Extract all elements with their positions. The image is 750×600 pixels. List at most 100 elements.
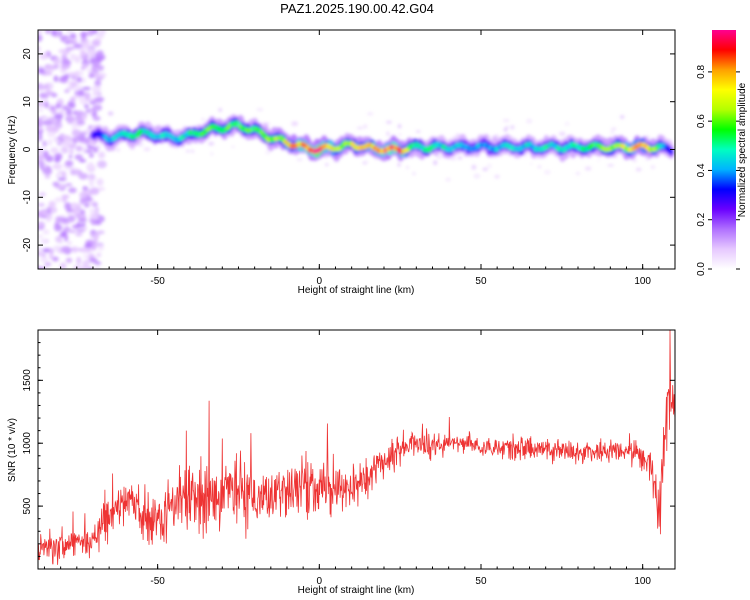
noise-blob — [457, 156, 463, 160]
noise-blob — [473, 173, 481, 179]
noise-blob — [50, 147, 59, 154]
noise-blob — [68, 229, 77, 233]
noise-blob — [635, 167, 642, 172]
noise-blob — [78, 218, 88, 223]
noise-blob — [54, 184, 61, 189]
noise-blob — [60, 63, 71, 70]
noise-blob — [52, 256, 59, 262]
noise-blob — [40, 257, 49, 263]
noise-blob — [505, 126, 509, 129]
noise-blob — [79, 249, 90, 254]
noise-blob — [94, 221, 102, 226]
noise-blob — [53, 245, 61, 251]
noise-blob — [85, 95, 90, 100]
noise-blob — [75, 168, 80, 176]
noise-blob — [55, 173, 60, 178]
noise-blob — [67, 215, 76, 223]
noise-blob — [60, 149, 66, 153]
noise-blob — [107, 111, 114, 116]
noise-blob — [596, 159, 601, 162]
noise-blob — [98, 151, 106, 159]
snr-panel: -50 0 50 100 500 1000 1500 Height of straight… — [7, 329, 676, 596]
noise-blob — [79, 159, 87, 163]
noise-blob — [38, 117, 43, 124]
noise-blob — [88, 153, 94, 158]
noise-blob — [607, 164, 614, 167]
noise-blob — [185, 149, 190, 153]
y-tick-label: -10 — [22, 190, 33, 205]
noise-blob — [49, 248, 55, 254]
noise-blob — [486, 163, 492, 169]
noise-blob — [373, 157, 379, 161]
x-tick-label: -50 — [150, 276, 165, 287]
y-tick-label: -20 — [22, 237, 33, 252]
noise-blob — [94, 261, 102, 265]
noise-blob — [54, 197, 64, 202]
noise-blob — [94, 234, 100, 240]
colorbar-tick-label: 0.0 — [696, 262, 707, 276]
noise-blob — [53, 75, 59, 83]
noise-blob — [55, 235, 63, 243]
y-tick-label: 10 — [22, 96, 33, 108]
noise-blob — [40, 115, 48, 120]
noise-blob — [65, 257, 73, 264]
noise-blob — [92, 116, 101, 121]
noise-blob — [502, 119, 510, 122]
noise-blob — [89, 201, 95, 206]
noise-blob — [38, 45, 41, 53]
noise-blob — [632, 158, 638, 163]
noise-blob — [40, 238, 48, 245]
noise-blob — [38, 87, 46, 91]
noise-blob — [85, 239, 95, 245]
noise-blob — [71, 224, 81, 229]
noise-blob — [81, 76, 87, 84]
x-tick-label: 100 — [634, 276, 651, 287]
noise-blob — [89, 101, 95, 105]
noise-blob — [482, 167, 489, 172]
spectrogram-y-axis-label: Frequency (Hz) — [7, 116, 18, 185]
noise-blob — [75, 232, 83, 237]
noise-blob — [55, 215, 64, 223]
noise-blob — [64, 160, 74, 167]
noise-blob — [85, 127, 92, 135]
noise-blob — [208, 141, 215, 146]
noise-blob — [503, 127, 508, 132]
noise-blob — [47, 130, 56, 138]
noise-blob — [42, 210, 49, 217]
noise-blob — [218, 108, 223, 112]
noise-blob — [96, 64, 105, 72]
noise-blob — [611, 127, 617, 130]
noise-blob — [65, 30, 73, 34]
noise-blob — [610, 130, 614, 134]
noise-blob — [191, 149, 195, 153]
noise-blob — [362, 161, 367, 165]
x-tick-label: -50 — [150, 576, 165, 587]
noise-blob — [296, 158, 303, 162]
noise-blob — [66, 39, 76, 45]
y-tick-label: 1000 — [22, 432, 33, 455]
x-tick-label: 50 — [475, 576, 487, 587]
x-tick-label: 50 — [475, 276, 487, 287]
noise-blob — [526, 118, 533, 124]
noise-blob — [450, 157, 457, 161]
noise-blob — [386, 131, 390, 137]
noise-blob — [98, 187, 105, 191]
noise-blob — [385, 121, 392, 124]
noise-blob — [433, 160, 438, 166]
noise-blob — [85, 109, 91, 113]
noise-blob — [86, 30, 95, 37]
noise-blob — [529, 162, 534, 166]
noise-blob — [61, 142, 69, 149]
noise-blob — [52, 64, 60, 70]
noise-blob — [38, 67, 45, 74]
noise-blob — [42, 167, 53, 176]
noise-blob — [46, 213, 53, 220]
noise-blob — [42, 248, 51, 253]
noise-blob — [94, 35, 104, 40]
spectrogram-panel: -50 0 50 100 -20 -10 0 10 20 Height of straight… — [7, 29, 676, 296]
noise-blob — [70, 202, 78, 209]
noise-blob — [78, 172, 89, 180]
noise-blob — [53, 57, 61, 66]
noise-blob — [75, 56, 80, 64]
